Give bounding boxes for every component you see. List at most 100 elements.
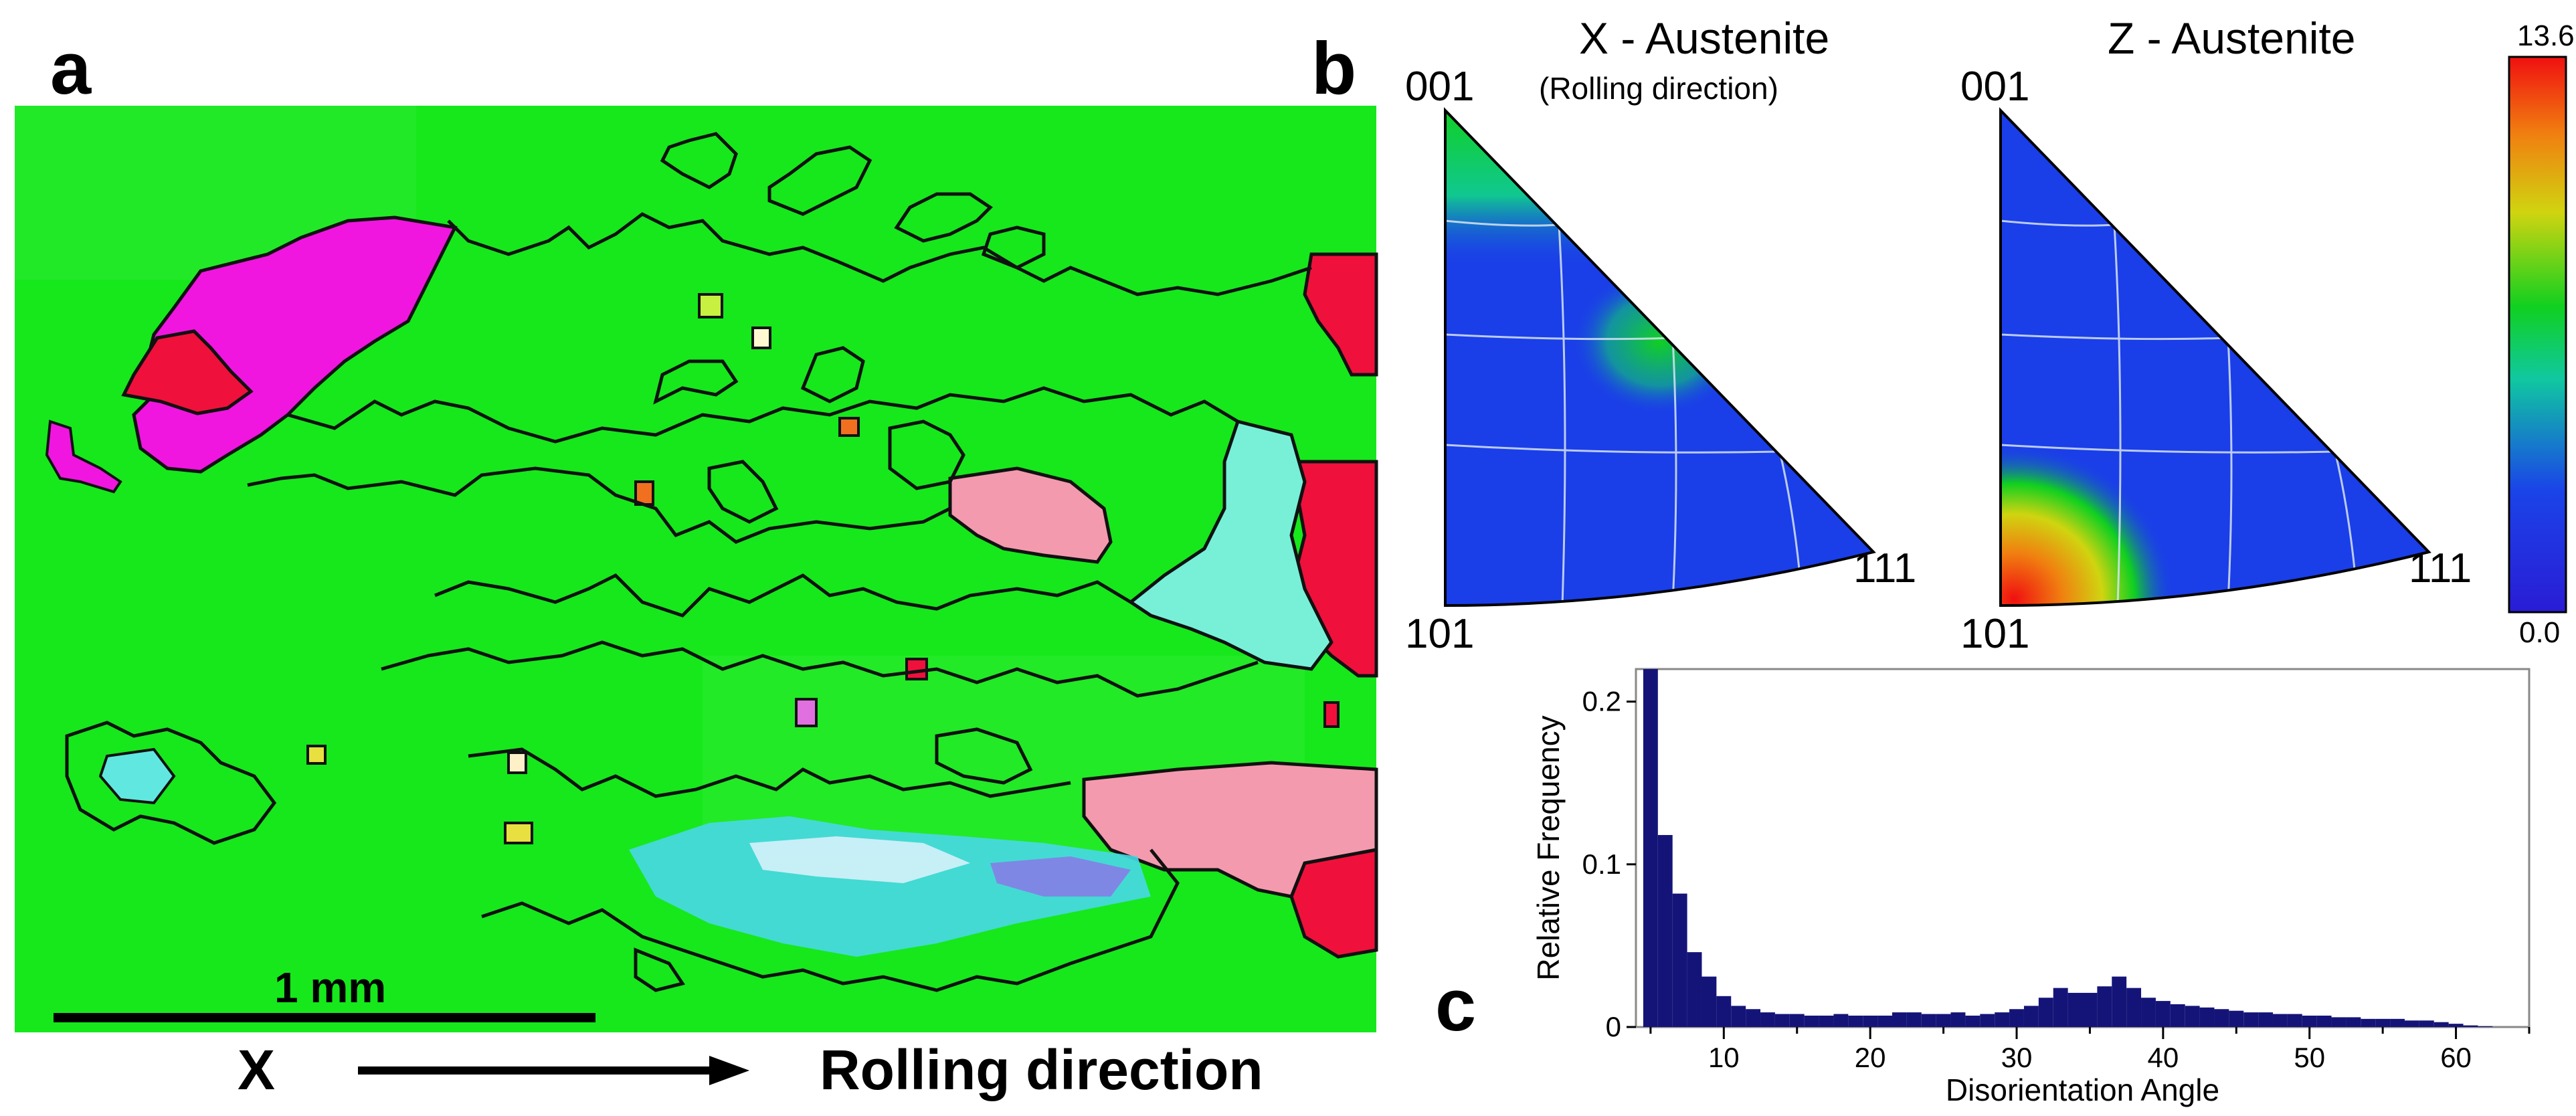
histogram-bar <box>2361 1018 2376 1027</box>
colorbar-gradient <box>2508 56 2567 614</box>
histogram-bar <box>2287 1014 2302 1027</box>
histogram-bar <box>1672 893 1687 1027</box>
pole-figure-z-outline <box>1999 107 2431 608</box>
pole-figure-x-outline <box>1444 107 1876 608</box>
histogram-bar <box>2331 1017 2347 1027</box>
pole-figure-x-corner-001: 001 <box>1405 64 1474 110</box>
histogram-bar <box>2463 1025 2478 1027</box>
histogram-bar <box>2346 1017 2361 1027</box>
disorientation-histogram: 10 20 30 40 50 60 0 0.1 0.2 Disorientation Angl… <box>1531 668 2531 1107</box>
grain-violet <box>990 856 1131 897</box>
axis-x-label: X <box>238 1038 275 1101</box>
grain-speck <box>795 698 818 727</box>
grain-cyan-small <box>98 747 176 805</box>
direction-arrow-head-icon <box>709 1056 749 1085</box>
scale-bar-line <box>54 1013 595 1022</box>
histogram-bar <box>2053 988 2068 1027</box>
histogram-bar <box>2243 1012 2259 1027</box>
histogram-bar <box>1921 1014 1936 1027</box>
histogram-bar <box>1848 1015 1863 1027</box>
grain-speck <box>507 751 527 774</box>
rolling-direction-label: Rolling direction <box>820 1038 1263 1101</box>
grain-red <box>121 329 254 415</box>
x-tick-label: 50 <box>2294 1042 2325 1073</box>
histogram-bar <box>1965 1015 1981 1027</box>
panel-b-letter: b <box>1311 27 1356 110</box>
panel-a-letter: a <box>50 27 92 110</box>
histogram-bar <box>2214 1009 2229 1027</box>
histogram-bar <box>2097 986 2112 1027</box>
pole-figure-x-corner-101: 101 <box>1405 611 1474 657</box>
histogram-bar <box>2302 1015 2317 1027</box>
grain-speck <box>838 417 860 437</box>
histogram-bar <box>2316 1015 2332 1027</box>
histogram-bar <box>2082 992 2098 1027</box>
pole-figure-x: X - Austenite (Rolling direction) 001 10… <box>1405 13 1916 657</box>
histogram-bar <box>1701 976 1717 1027</box>
grain-pink-large <box>1082 761 1378 899</box>
histogram-bar <box>1980 1014 1995 1027</box>
histogram-bar <box>2273 1014 2288 1027</box>
histogram-bar <box>1789 1014 1805 1027</box>
scale-bar-label: 1 mm <box>274 963 386 1012</box>
histogram-bar <box>1643 669 1658 1027</box>
histogram-x-ticks: 10 20 30 40 50 60 <box>1649 1027 2531 1073</box>
grain-red-right-top <box>1303 252 1378 377</box>
histogram-y-ticks: 0 0.1 0.2 <box>1582 686 1636 1042</box>
grain-magenta-small <box>45 420 122 494</box>
scale-bar: 1 mm <box>54 963 595 1022</box>
histogram-bar <box>2170 1004 2185 1027</box>
histogram-bar <box>1950 1012 1966 1027</box>
histogram-bar <box>1877 1015 1892 1027</box>
histogram-bar <box>2199 1007 2215 1027</box>
histogram-bar <box>1774 1014 1790 1027</box>
pole-figure-z-corner-001: 001 <box>1960 64 2029 110</box>
panel-a: a <box>15 27 1378 1101</box>
x-tick-label: 40 <box>2148 1042 2179 1073</box>
grain-speck <box>1323 701 1340 728</box>
histogram-bar <box>2038 998 2053 1027</box>
histogram-bar <box>1687 952 1702 1027</box>
pole-figure-x-title: X - Austenite <box>1579 13 1829 63</box>
grain-speck <box>751 327 771 349</box>
histogram-bar <box>1657 835 1673 1027</box>
histogram-bar <box>2258 1012 2274 1027</box>
grain-pink <box>948 466 1113 564</box>
histogram-bar <box>1731 1006 1746 1027</box>
histogram-bar <box>2009 1009 2024 1027</box>
histogram-bar <box>1863 1015 1878 1027</box>
histogram-bar <box>1746 1009 1761 1027</box>
pole-figure-x-corner-111: 111 <box>1853 545 1916 591</box>
grain-cyan <box>1127 420 1333 671</box>
pole-figure-z-hotspot <box>2001 445 2175 606</box>
x-tick-label: 30 <box>2001 1042 2033 1073</box>
x-tick-label: 10 <box>1708 1042 1740 1073</box>
pole-figure-x-top-band <box>1445 110 1873 268</box>
histogram-bar <box>1995 1012 2010 1027</box>
histogram-bar <box>1716 996 1732 1027</box>
histogram-bar <box>2112 976 2127 1027</box>
histogram-plot-frame <box>1635 668 2531 1028</box>
colorbar-min-label: 0.0 <box>2519 616 2560 649</box>
direction-arrow-shaft <box>358 1066 719 1075</box>
y-tick-label: 0.1 <box>1582 848 1621 880</box>
histogram-bar <box>1892 1012 1907 1027</box>
histogram-bar <box>2375 1018 2391 1027</box>
colorbar-max-label: 13.6 <box>2517 19 2575 52</box>
histogram-bar <box>2023 1006 2039 1027</box>
histogram-bar <box>1760 1012 1775 1027</box>
direction-indicator: X Rolling direction <box>238 1038 1263 1101</box>
histogram-bar <box>1936 1014 1951 1027</box>
panel-b: b X - Austenite (Rolling direction) 001 <box>1311 13 2575 657</box>
grain-white-streak <box>749 836 970 883</box>
histogram-bar <box>2419 1020 2434 1027</box>
ebsd-orientation-map <box>15 106 1378 1032</box>
histogram-bar <box>2448 1024 2464 1027</box>
histogram-x-axis-title: Disorientation Angle <box>1946 1073 2219 1107</box>
pole-figure-z-corner-111: 111 <box>2409 545 2472 591</box>
histogram-bars <box>1643 669 2493 1027</box>
histogram-bar <box>2404 1020 2419 1027</box>
pole-figure-z-corner-101: 101 <box>1960 611 2029 657</box>
histogram-bar <box>1819 1015 1834 1027</box>
